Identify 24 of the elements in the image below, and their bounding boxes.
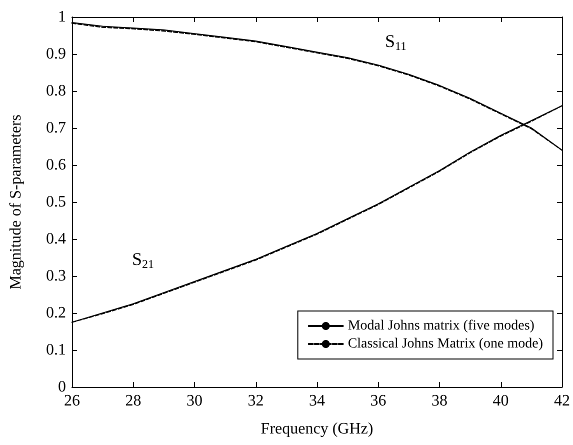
legend-label: Classical Johns Matrix (one mode)	[348, 336, 544, 352]
x-tick-label: 26	[64, 392, 80, 410]
x-tick-label: 40	[492, 392, 509, 410]
x-tick-label: 38	[432, 392, 448, 410]
y-axis-title: Magnitude of S-parameters	[8, 114, 24, 290]
y-tick-label: 0.6	[46, 156, 66, 174]
y-tick-label: 0	[58, 378, 66, 396]
x-tick-label: 30	[186, 392, 202, 410]
y-tick-label: 0.8	[46, 82, 66, 100]
legend-label: Modal Johns matrix (five modes)	[348, 318, 535, 334]
y-tick-label: 0.5	[46, 194, 66, 210]
y-tick-label: 0.3	[46, 268, 66, 284]
x-tick-label: 34	[309, 392, 325, 410]
x-axis-title: Frequency (GHz)	[260, 420, 374, 438]
x-tick-label: 42	[554, 392, 570, 410]
x-tick-label: 36	[370, 392, 386, 410]
y-tick-label: 0.9	[46, 46, 66, 62]
y-tick-label: 0.2	[46, 304, 66, 322]
y-tick-label: 1	[58, 8, 66, 26]
x-tick-label: 28	[125, 392, 142, 410]
y-tick-label: 0.1	[46, 342, 66, 358]
y-tick-label: 0.7	[46, 120, 66, 136]
y-tick-label: 0.4	[46, 230, 66, 248]
x-tick-label: 32	[248, 392, 264, 410]
